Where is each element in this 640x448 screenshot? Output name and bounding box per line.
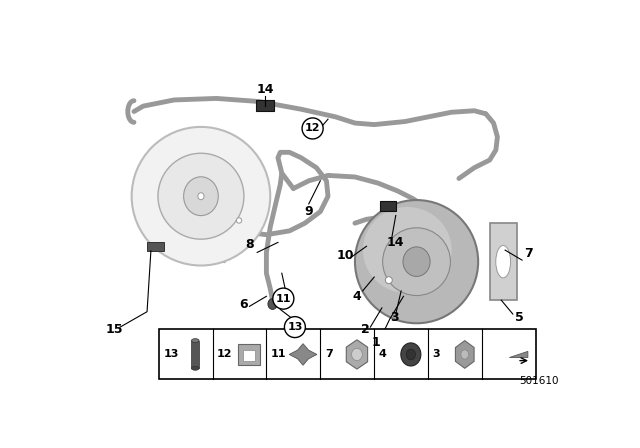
Polygon shape [289,344,317,365]
Text: 5: 5 [515,310,524,323]
Text: 13: 13 [287,322,303,332]
Ellipse shape [158,153,244,239]
Ellipse shape [132,127,270,266]
Bar [238,344,260,365]
Ellipse shape [198,193,204,200]
Ellipse shape [461,350,468,359]
Ellipse shape [383,228,451,296]
Ellipse shape [351,348,362,361]
Text: 4: 4 [379,349,387,359]
Text: 12: 12 [305,124,321,134]
Bar [147,241,164,251]
Text: 12: 12 [217,349,232,359]
Bar [380,201,396,211]
Ellipse shape [355,200,478,323]
Text: 1: 1 [371,336,380,349]
Text: 6: 6 [239,297,248,310]
Bar [255,100,274,111]
Ellipse shape [403,247,430,276]
Ellipse shape [184,177,218,215]
Bar [191,340,199,368]
Text: 8: 8 [245,238,254,251]
Text: 10: 10 [336,249,354,262]
Text: 15: 15 [105,323,123,336]
Ellipse shape [191,366,199,370]
Bar [490,223,516,300]
Text: 7: 7 [524,247,532,260]
Bar [159,329,536,379]
Text: 3: 3 [433,349,440,359]
Text: 14: 14 [256,83,274,96]
Text: 11: 11 [271,349,287,359]
Ellipse shape [406,349,415,360]
Ellipse shape [385,277,392,284]
Polygon shape [456,340,474,368]
Ellipse shape [401,343,421,366]
Text: 9: 9 [305,205,313,218]
Text: 2: 2 [360,323,369,336]
Polygon shape [346,340,367,369]
Text: 3: 3 [390,310,399,323]
Ellipse shape [236,218,242,223]
Text: 4: 4 [353,290,362,303]
Ellipse shape [268,299,277,310]
Ellipse shape [363,207,452,293]
Text: 13: 13 [163,349,179,359]
Text: 11: 11 [276,293,291,304]
Text: 501610: 501610 [520,376,559,386]
Bar [243,350,255,361]
Polygon shape [509,351,528,358]
Ellipse shape [496,246,511,278]
Ellipse shape [191,339,199,343]
Text: 14: 14 [387,236,404,249]
Text: 7: 7 [325,349,333,359]
